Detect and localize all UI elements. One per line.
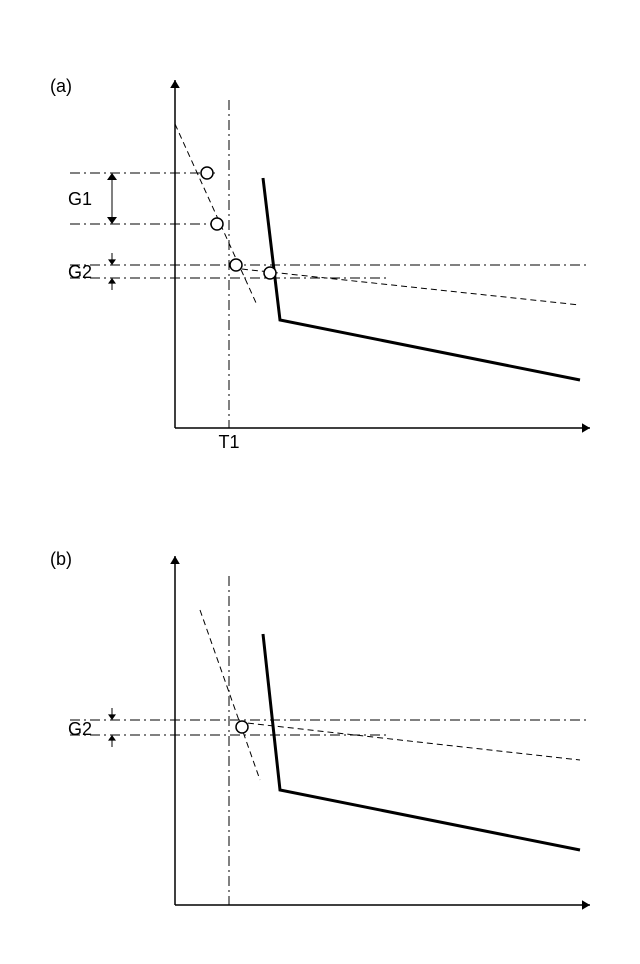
g1-label-a: G1 (68, 189, 92, 209)
panel-a-tag: (a) (50, 76, 72, 96)
g2-label-b: G2 (68, 719, 92, 739)
data-marker (264, 267, 276, 279)
t1-label-a: T1 (218, 432, 239, 452)
data-marker (230, 259, 242, 271)
data-marker (201, 167, 213, 179)
figure-diagram: (a) T1 G1 G2 (b) G2 (0, 0, 640, 964)
data-marker (236, 721, 248, 733)
data-marker (211, 218, 223, 230)
panel-b-tag: (b) (50, 549, 72, 569)
g2-label-a: G2 (68, 262, 92, 282)
